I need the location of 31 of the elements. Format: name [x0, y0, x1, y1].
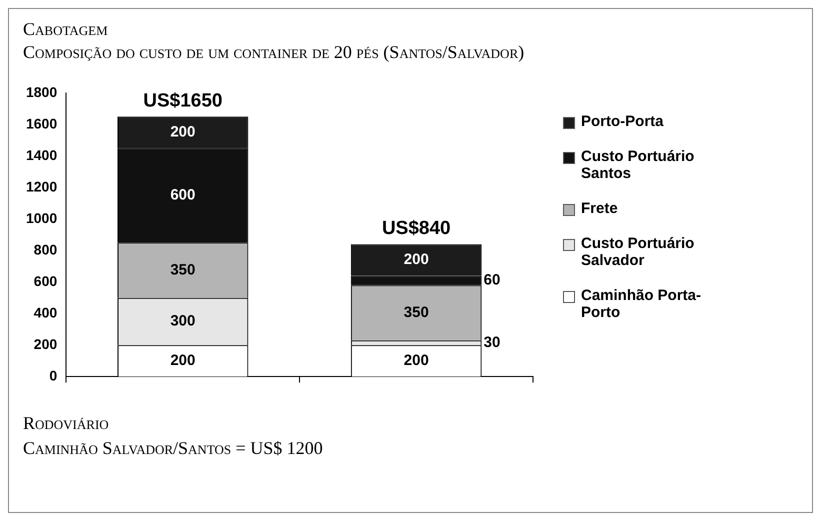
data-label: 200: [170, 352, 196, 369]
y-tick-label: 0: [49, 367, 58, 384]
y-tick-label: 600: [34, 272, 58, 289]
legend-label: Custo Portuário Santos: [581, 148, 696, 182]
y-tick-label: 1400: [26, 146, 58, 163]
data-label: 200: [404, 251, 429, 268]
data-label: 60: [484, 272, 500, 289]
data-label: 200: [170, 124, 196, 141]
y-tick-label: 1600: [26, 115, 58, 132]
y-tick-label: 800: [34, 241, 58, 258]
data-label: 350: [170, 261, 196, 278]
data-label: 30: [484, 334, 500, 351]
total-label: US$840: [382, 218, 451, 239]
text: Caminhão Porta-Porto: [581, 287, 702, 321]
legend-label: Frete: [581, 200, 618, 217]
y-tick-label: 200: [34, 336, 58, 352]
legend-label: Custo Portuário Salvador: [581, 235, 696, 269]
chart-title: Cabotagem: [23, 19, 109, 40]
y-tick-label: 400: [34, 304, 58, 320]
data-label: 300: [170, 312, 196, 330]
legend-label: Porto-Porta: [581, 113, 664, 130]
data-label: 600: [170, 186, 196, 204]
data-label: 200: [404, 352, 429, 369]
y-tick-label: 1200: [26, 178, 58, 194]
total-label: US$1650: [143, 90, 222, 112]
text: Caminhão Salvador/Santos = US$ 1200: [23, 438, 324, 459]
chart-subtitle: Composição do custo de um container de 20 pés (Santos/Salvador): [23, 42, 526, 63]
data-label: 350: [404, 304, 429, 321]
y-tick-label: 1000: [26, 210, 58, 226]
text: Rodoviário: [23, 413, 110, 434]
y-tick-label: 1800: [26, 84, 58, 100]
